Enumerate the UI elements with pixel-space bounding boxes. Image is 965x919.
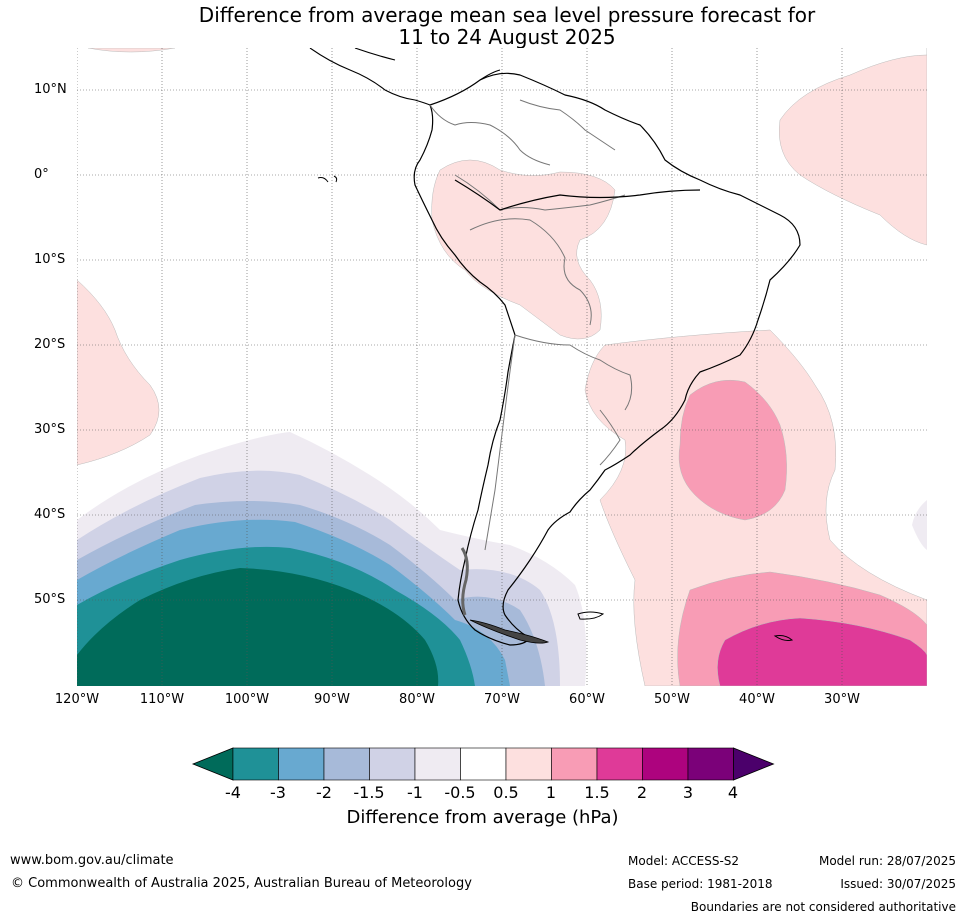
colorbar-swatch [596, 747, 643, 781]
lon-label-80w: 80°W [399, 692, 435, 707]
colorbar-swatch [369, 747, 416, 781]
model-name: Model: ACCESS-S2 [628, 854, 740, 868]
lat-label-30s: 30°S [34, 422, 66, 437]
colorbar-swatch [460, 747, 507, 781]
colorbar-tick-label: -3 [270, 783, 286, 802]
central-america-outline [309, 48, 501, 106]
colorbar-tick-label: -1.5 [353, 783, 385, 802]
chile-fjords [460, 547, 469, 616]
gridlines [77, 48, 927, 686]
lon-label-30w: 30°W [824, 692, 860, 707]
colorbar-swatch [551, 747, 598, 781]
lon-label-110w: 110°W [139, 692, 185, 707]
colorbar-swatch [687, 747, 734, 781]
lon-label-60w: 60°W [569, 692, 605, 707]
website-link[interactable]: www.bom.gov.au/climate [10, 853, 174, 868]
colorbar-tick-label: 0.5 [493, 783, 519, 802]
lat-label-50s: 50°S [34, 592, 66, 607]
colorbar-tick-label: 1 [545, 783, 557, 802]
colorbar-tick-label: -1 [407, 783, 423, 802]
base-period: Base period: 1981-2018 [628, 877, 773, 891]
colorbar-tick-label: -2 [316, 783, 332, 802]
contour-pos-0-5-w [77, 279, 160, 466]
contour-pos-0-5-nw [87, 48, 176, 53]
lat-label-20s: 20°S [34, 337, 66, 352]
contour-pos-0-5-amazon [431, 159, 616, 340]
issued-date: Issued: 30/07/2025 [840, 877, 956, 891]
galapagos-islands [317, 175, 338, 183]
contour-pos-1-5-south [717, 617, 927, 686]
lon-label-70w: 70°W [484, 692, 520, 707]
lon-label-50w: 50°W [654, 692, 690, 707]
colorbar-swatch [505, 747, 552, 781]
colorbar-extend-high [733, 747, 775, 781]
contour-pos-0-5-ne [779, 48, 927, 246]
colorbar-extend-low [191, 747, 234, 781]
amazon-river [454, 179, 701, 211]
falkland-islands [577, 611, 605, 620]
title-line-2: 11 to 24 August 2025 [398, 25, 616, 49]
contour-pos-1-central [678, 379, 787, 521]
south-georgia [773, 635, 794, 641]
colorbar [191, 747, 775, 781]
contour-neg-4 [77, 568, 439, 686]
south-america-outline [413, 72, 801, 646]
tierra-del-fuego [469, 619, 550, 644]
lat-label-0: 0° [34, 167, 49, 182]
map-title: Difference from average mean sea level p… [0, 4, 965, 48]
copyright-text: © Commonwealth of Australia 2025, Austra… [11, 876, 472, 891]
lon-label-90w: 90°W [314, 692, 350, 707]
lon-label-40w: 40°W [739, 692, 775, 707]
colorbar-swatches [191, 747, 775, 781]
lat-label-10n: 10°N [34, 82, 67, 97]
title-line-1: Difference from average mean sea level p… [198, 3, 816, 27]
lon-label-120w: 120°W [54, 692, 100, 707]
colorbar-title: Difference from average (hPa) [346, 807, 619, 828]
colorbar-tick-label: 1.5 [584, 783, 610, 802]
colorbar-tick-label: 4 [727, 783, 739, 802]
colorbar-tick-label: -4 [225, 783, 241, 802]
colorbar-tick-label: 2 [636, 783, 648, 802]
anomaly-contours [77, 48, 927, 686]
colorbar-swatch [414, 747, 461, 781]
colorbar-swatch [278, 747, 325, 781]
lat-label-40s: 40°S [34, 507, 66, 522]
model-run-date: Model run: 28/07/2025 [818, 854, 956, 868]
colorbar-tick-label: -0.5 [444, 783, 476, 802]
colorbar-tick-label: 3 [682, 783, 694, 802]
colorbar-swatch [323, 747, 370, 781]
lat-label-10s: 10°S [34, 252, 66, 267]
lon-label-100w: 100°W [224, 692, 270, 707]
contour-neg-0-5-east-edge [912, 500, 927, 550]
boundaries-disclaimer: Boundaries are not considered authoritat… [690, 900, 956, 914]
colorbar-swatch [642, 747, 689, 781]
colorbar-swatch [232, 747, 279, 781]
country-borders [429, 99, 633, 551]
